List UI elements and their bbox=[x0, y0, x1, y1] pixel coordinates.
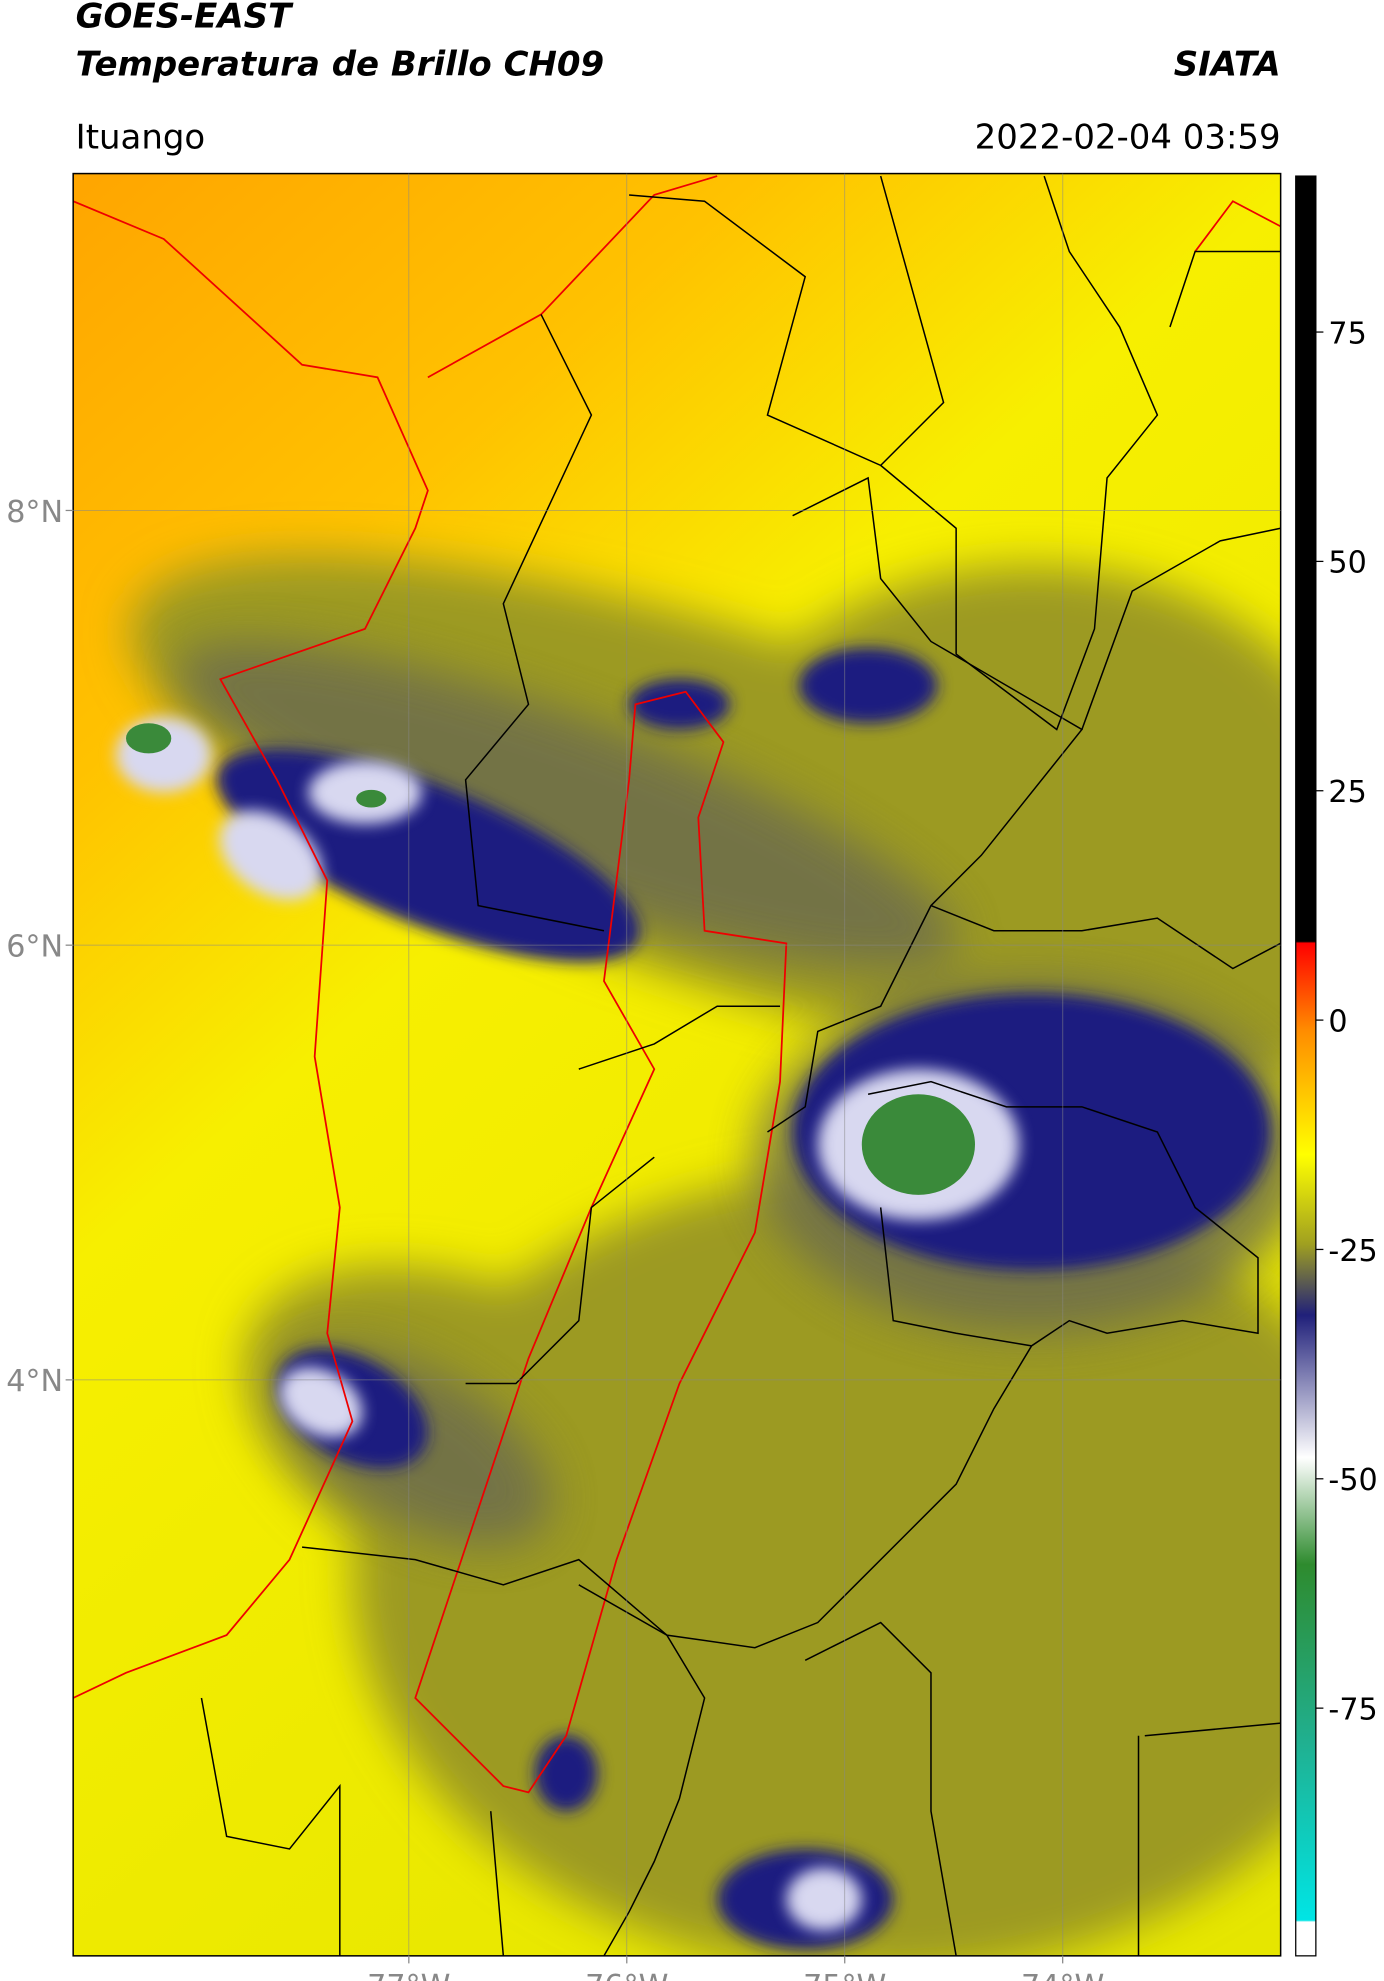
colorbar-tick-label: 50 bbox=[1328, 546, 1366, 581]
datetime: 2022-02-04 03:59 bbox=[975, 117, 1281, 157]
lon-tick-label: 77°W bbox=[367, 1969, 450, 1981]
lat-tick-label: 4°N bbox=[6, 1364, 63, 1399]
title: GOES-EAST bbox=[76, 0, 294, 37]
map-image bbox=[73, 173, 1281, 1956]
location: Ituango bbox=[76, 117, 206, 157]
colorbar-tick-label: 25 bbox=[1328, 775, 1366, 810]
org: SIATA bbox=[1174, 44, 1281, 84]
colorbar-tick-label: 75 bbox=[1328, 316, 1366, 351]
colorbar-tick-label: -75 bbox=[1328, 1692, 1377, 1727]
lat-tick-label: 6°N bbox=[6, 929, 63, 964]
lon-tick-label: 75°W bbox=[803, 1969, 886, 1981]
colorbar-tick-label: -50 bbox=[1328, 1463, 1377, 1498]
lat-tick-label: 8°N bbox=[6, 495, 63, 530]
colorbar-tick-label: 0 bbox=[1328, 1004, 1347, 1039]
colorbar-tick-label: -25 bbox=[1328, 1234, 1377, 1269]
colorbar bbox=[1295, 175, 1317, 1957]
subtitle: Temperatura de Brillo CH09 bbox=[76, 44, 604, 84]
lon-tick-label: 76°W bbox=[585, 1969, 668, 1981]
lon-tick-label: 74°W bbox=[1021, 1969, 1104, 1981]
map-frame bbox=[72, 172, 1282, 1957]
